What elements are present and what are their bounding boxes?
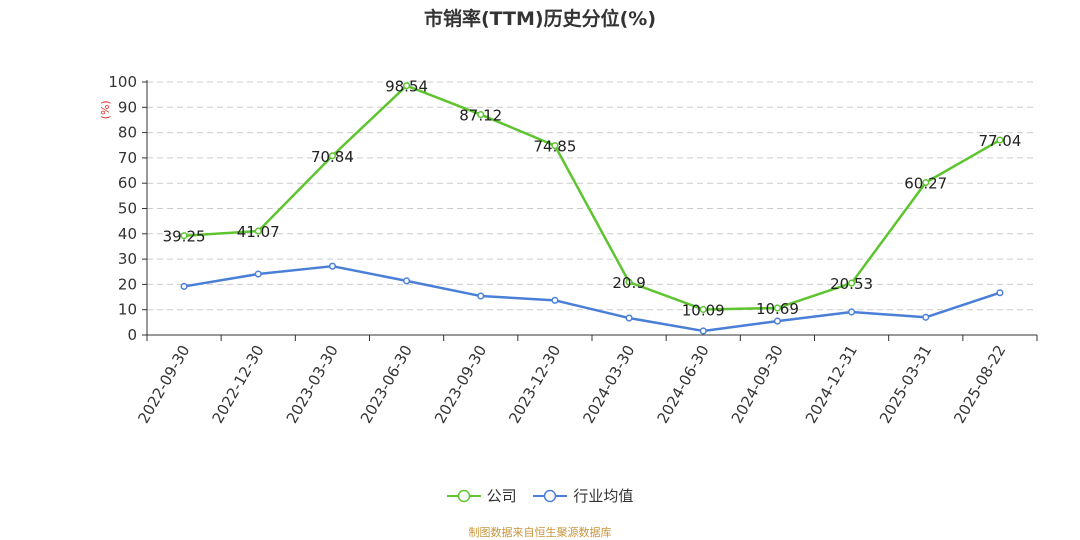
data-label: 70.84 (311, 148, 354, 166)
data-point-industry[interactable] (328, 262, 336, 270)
data-label: 77.04 (978, 132, 1021, 150)
x-tick-label: 2023-03-30 (283, 342, 342, 427)
data-label: 98.54 (385, 78, 428, 96)
data-label: 74.85 (533, 138, 576, 156)
data-point-industry[interactable] (180, 282, 188, 290)
data-point-company[interactable] (922, 178, 930, 187)
chart-title: 市销率(TTM)历史分位(%) (423, 8, 657, 30)
y-tick-label: 0 (127, 326, 137, 344)
data-point-industry[interactable] (403, 277, 411, 285)
x-tick-label: 2024-12-31 (802, 342, 861, 427)
legend-marker-company (446, 489, 481, 502)
source-note: 制图数据来自恒生聚源数据库 (468, 526, 612, 539)
data-label: 60.27 (904, 175, 947, 193)
data-point-industry[interactable] (996, 289, 1004, 297)
data-label: 20.53 (830, 275, 873, 293)
data-point-company[interactable] (996, 136, 1004, 144)
data-point-industry[interactable] (773, 317, 781, 325)
data-point-company[interactable] (773, 304, 781, 312)
data-point-company[interactable] (477, 111, 485, 119)
data-point-company[interactable] (848, 279, 856, 287)
x-tick-label: 2023-06-30 (357, 342, 416, 427)
x-tick-label: 2022-12-30 (209, 342, 268, 427)
data-label: 10.69 (756, 300, 799, 318)
y-tick-label: 30 (118, 250, 137, 268)
data-point-company[interactable] (180, 232, 188, 240)
y-tick-label: 60 (118, 174, 137, 192)
data-point-industry[interactable] (848, 308, 856, 316)
data-label: 87.12 (459, 107, 502, 125)
x-tick-label: 2023-12-30 (505, 342, 564, 427)
y-axis-label: (%) (99, 100, 112, 119)
legend-marker-industry (533, 489, 568, 502)
y-tick-label: 70 (118, 149, 137, 167)
data-point-company[interactable] (699, 305, 707, 314)
data-label: 39.25 (163, 228, 206, 246)
data-label: 10.09 (682, 301, 725, 319)
y-tick-label: 80 (118, 124, 137, 142)
data-point-company[interactable] (328, 152, 336, 160)
legend: 公司 行业均值 (0, 485, 1080, 507)
x-tick-label: 2025-08-22 (950, 342, 1009, 427)
data-label: 41.07 (237, 223, 280, 241)
y-tick-label: 90 (118, 98, 137, 116)
data-point-industry[interactable] (922, 313, 930, 321)
x-tick-label: 2022-09-30 (134, 342, 193, 427)
data-point-company[interactable] (625, 278, 633, 286)
y-tick-label: 20 (118, 275, 137, 293)
data-point-company[interactable] (551, 142, 559, 150)
series-line-company (184, 84, 1001, 311)
x-tick-label: 2025-03-31 (876, 342, 935, 427)
legend-item-company[interactable]: 公司 (446, 485, 517, 506)
data-point-industry[interactable] (699, 327, 707, 335)
x-tick-label: 2024-09-30 (728, 342, 787, 427)
x-tick-label: 2023-09-30 (431, 342, 490, 427)
y-tick-label: 50 (118, 200, 137, 218)
data-point-company[interactable] (403, 82, 411, 90)
data-point-industry[interactable] (625, 314, 633, 322)
data-point-industry[interactable] (477, 292, 485, 300)
y-tick-label: 100 (108, 73, 137, 91)
y-tick-label: 40 (118, 225, 137, 243)
legend-label-company: 公司 (486, 487, 517, 505)
x-tick-label: 2024-06-30 (654, 342, 713, 427)
x-tick-label: 2024-03-30 (579, 342, 638, 427)
legend-label-industry: 行业均值 (573, 487, 634, 505)
series-line-industry (183, 264, 1001, 333)
data-point-industry[interactable] (254, 270, 262, 278)
y-tick-label: 10 (118, 301, 137, 319)
legend-item-industry[interactable]: 行业均值 (533, 485, 633, 506)
data-point-company[interactable] (254, 227, 262, 235)
line-chart: 0 10 20 30 40 50 60 70 80 90 100 (%) 2022-09-30 2022-… (99, 73, 1038, 427)
data-point-industry[interactable] (551, 296, 559, 304)
data-label: 20.9 (612, 274, 645, 292)
